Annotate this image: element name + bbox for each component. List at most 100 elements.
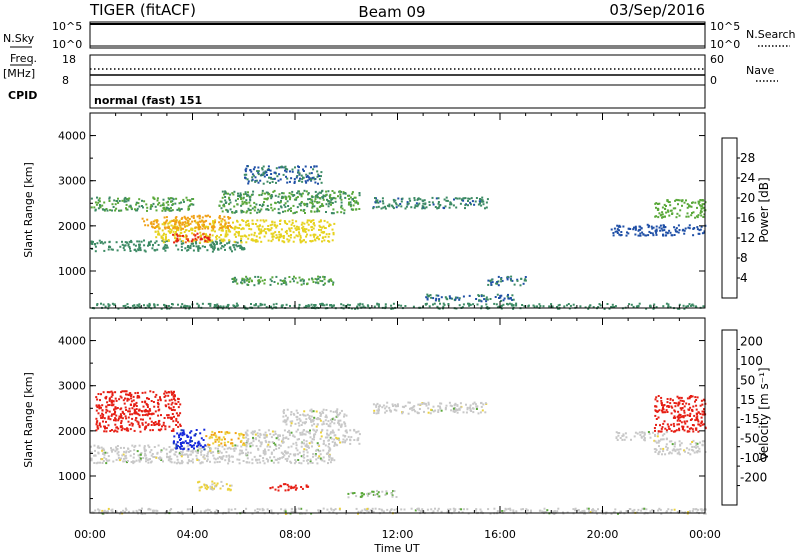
data-cell	[286, 232, 288, 235]
data-cell	[408, 401, 411, 404]
data-cell	[270, 194, 273, 196]
data-cell	[655, 418, 658, 420]
data-cell	[482, 403, 485, 406]
data-cell	[251, 173, 254, 176]
radar-title: TIGER (fitACF)	[89, 1, 196, 19]
data-cell	[330, 304, 333, 306]
data-cell	[221, 218, 224, 221]
data-cell	[676, 212, 679, 215]
x-tick-label: 20:00	[587, 528, 619, 541]
data-cell	[125, 208, 128, 211]
data-cell	[196, 445, 198, 448]
data-cell	[171, 197, 174, 200]
data-cell	[495, 282, 498, 285]
data-cell	[227, 225, 229, 228]
data-cell	[258, 194, 261, 197]
data-cell	[484, 411, 487, 414]
data-cell	[610, 228, 613, 231]
data-cell	[433, 302, 436, 305]
data-cell	[98, 405, 101, 408]
data-cell	[220, 200, 223, 203]
data-cell	[191, 229, 194, 232]
data-cell	[375, 412, 378, 415]
data-cell	[168, 209, 171, 212]
data-cell	[132, 395, 135, 398]
data-cell	[404, 305, 407, 307]
data-cell	[201, 219, 204, 222]
data-cell	[485, 296, 488, 299]
data-cell	[290, 431, 293, 434]
data-cell	[228, 199, 231, 201]
data-cell	[163, 216, 166, 219]
data-cell	[152, 220, 155, 223]
data-cell	[225, 444, 227, 447]
data-cell	[550, 303, 553, 306]
data-cell	[694, 442, 697, 445]
data-cell	[263, 172, 266, 175]
data-cell	[424, 203, 427, 206]
data-cell	[313, 210, 316, 213]
data-cell	[224, 196, 227, 198]
data-cell	[475, 508, 478, 511]
data-cell	[175, 450, 178, 453]
data-cell	[298, 173, 301, 176]
power-y-axis-label: Slant Range [km]	[22, 162, 35, 258]
data-cell	[129, 394, 132, 397]
data-cell	[696, 396, 699, 399]
data-cell	[220, 431, 223, 433]
data-cell	[147, 305, 150, 308]
data-cell	[284, 277, 287, 280]
data-cell	[643, 437, 646, 440]
data-cell	[663, 203, 666, 206]
data-cell	[108, 398, 111, 401]
data-cell	[155, 226, 158, 228]
data-cell	[275, 437, 278, 440]
data-cell	[290, 413, 292, 416]
data-cell	[214, 230, 216, 233]
data-cell	[114, 419, 117, 422]
data-cell	[347, 435, 350, 438]
data-cell	[350, 436, 353, 439]
data-cell	[458, 511, 460, 514]
data-cell	[653, 448, 656, 451]
data-cell	[170, 206, 172, 209]
data-cell	[256, 170, 259, 173]
data-cell	[677, 199, 679, 202]
data-cell	[195, 221, 198, 224]
data-cell	[263, 278, 266, 281]
data-cell	[169, 228, 172, 231]
data-cell	[493, 507, 496, 510]
data-cell	[377, 495, 380, 498]
data-cell	[666, 199, 669, 202]
data-cell	[94, 201, 97, 204]
data-cell	[479, 508, 482, 511]
data-cell	[135, 203, 138, 206]
data-cell	[290, 210, 292, 212]
velocity-colorbar-label: Velocity [m s⁻¹]	[757, 367, 771, 460]
data-cell	[286, 431, 289, 433]
data-cell	[96, 398, 99, 401]
data-cell	[293, 180, 296, 183]
data-cell	[180, 249, 183, 252]
data-cell	[213, 243, 215, 245]
data-cell	[226, 233, 229, 236]
data-cell	[500, 299, 503, 302]
data-cell	[472, 303, 475, 306]
data-cell	[192, 245, 195, 247]
data-cell	[696, 226, 699, 229]
data-cell	[173, 435, 176, 438]
data-cell	[207, 225, 210, 228]
data-cell	[316, 175, 319, 178]
data-cell	[153, 303, 156, 306]
data-cell	[645, 307, 648, 310]
data-cell	[205, 240, 208, 243]
data-cell	[98, 422, 101, 425]
data-cell	[643, 507, 646, 510]
data-cell	[196, 232, 199, 235]
data-cell	[538, 303, 541, 306]
data-cell	[616, 224, 619, 227]
data-cell	[250, 441, 253, 444]
data-cell	[410, 407, 413, 410]
data-cell	[692, 508, 695, 511]
data-cell	[99, 206, 102, 209]
